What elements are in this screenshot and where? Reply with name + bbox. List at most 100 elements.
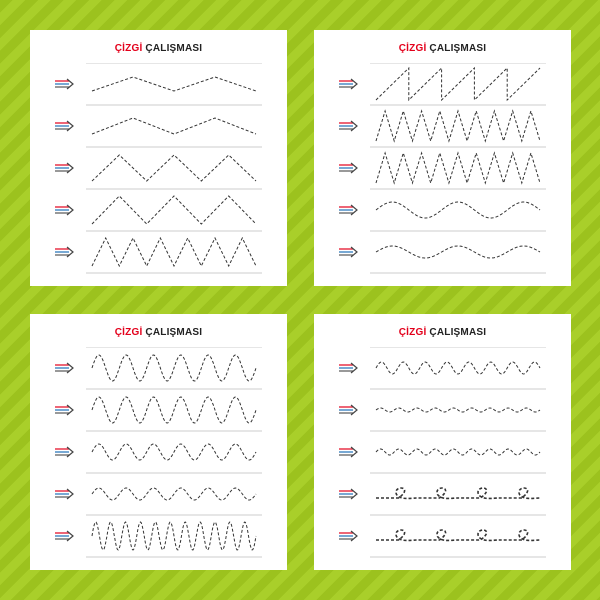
tracing-row: [30, 189, 287, 231]
tracing-band: [86, 389, 262, 431]
arrow-right-icon: [339, 204, 358, 216]
arrow-right-icon: [55, 362, 74, 374]
tracing-band: [86, 63, 262, 105]
arrow-right-icon: [339, 246, 358, 258]
tracing-row: [30, 347, 287, 389]
worksheet-3: ÇİZGİ ÇALIŞMASI: [30, 314, 287, 570]
tracing-row: [314, 557, 571, 570]
tracing-band: [86, 273, 262, 286]
dashed-tracing-line: [91, 521, 257, 551]
tracing-band: [86, 515, 262, 557]
arrow-right-icon: [55, 404, 74, 416]
dashed-tracing-line: [376, 529, 541, 542]
tracing-band: [370, 273, 546, 286]
arrow-right-icon: [339, 530, 358, 542]
tracing-band: [370, 473, 546, 515]
tracing-band: [370, 63, 546, 105]
tracing-band: [370, 557, 546, 570]
tracing-row: [314, 105, 571, 147]
tracing-row: [314, 431, 571, 473]
arrow-right-icon: [55, 488, 74, 500]
dashed-tracing-line: [370, 558, 546, 570]
tracing-band: [86, 231, 262, 273]
tracing-band: [370, 347, 546, 389]
tracing-row: [314, 515, 571, 557]
tracing-row: [30, 431, 287, 473]
arrow-right-icon: [339, 362, 358, 374]
arrow-right-icon: [55, 78, 74, 90]
tracing-row: [30, 273, 287, 286]
tracing-row: [30, 557, 287, 570]
dashed-tracing-line: [375, 201, 541, 219]
arrow-right-icon: [339, 120, 358, 132]
dashed-tracing-line: [91, 396, 257, 424]
arrow-right-icon: [55, 204, 74, 216]
dashed-tracing-line: [91, 354, 257, 382]
dashed-tracing-line: [375, 109, 541, 143]
dashed-tracing-line: [370, 274, 546, 286]
dashed-tracing-line: [375, 361, 541, 375]
tracing-band: [86, 189, 262, 231]
tracing-row: [314, 231, 571, 273]
tracing-row: [30, 231, 287, 273]
tracing-band: [370, 231, 546, 273]
arrow-right-icon: [339, 488, 358, 500]
arrow-right-icon: [55, 246, 74, 258]
tracing-band: [86, 557, 262, 570]
tracing-rows: [314, 347, 571, 570]
tracing-band: [370, 105, 546, 147]
tracing-band: [370, 389, 546, 431]
tracing-row: [30, 63, 287, 105]
tracing-row: [314, 347, 571, 389]
worksheet-2: ÇİZGİ ÇALIŞMASI: [314, 30, 571, 286]
dashed-tracing-line: [91, 236, 257, 268]
arrow-right-icon: [339, 404, 358, 416]
tracing-row: [314, 147, 571, 189]
dashed-tracing-line: [376, 487, 541, 500]
tracing-band: [86, 147, 262, 189]
tracing-band: [86, 347, 262, 389]
worksheet-title: ÇİZGİ ÇALIŞMASI: [114, 43, 203, 54]
tracing-band: [370, 515, 546, 557]
dashed-tracing-line: [375, 151, 541, 185]
tracing-band: [86, 105, 262, 147]
tracing-rows: [314, 63, 571, 286]
tracing-band: [370, 431, 546, 473]
tracing-row: [30, 389, 287, 431]
dashed-tracing-line: [86, 274, 262, 286]
dashed-tracing-line: [375, 66, 541, 102]
dashed-tracing-line: [91, 117, 257, 135]
tracing-rows: [30, 63, 287, 286]
tracing-band: [86, 431, 262, 473]
dashed-tracing-line: [86, 558, 262, 570]
arrow-right-icon: [55, 162, 74, 174]
arrow-right-icon: [55, 530, 74, 542]
tracing-row: [314, 389, 571, 431]
tracing-row: [314, 473, 571, 515]
worksheet-1: ÇİZGİ ÇALIŞMASI: [30, 30, 287, 286]
dashed-tracing-line: [91, 195, 257, 225]
tracing-band: [370, 189, 546, 231]
tracing-band: [86, 473, 262, 515]
tracing-row: [314, 273, 571, 286]
worksheet-title: ÇİZGİ ÇALIŞMASI: [114, 327, 203, 338]
tracing-row: [30, 147, 287, 189]
arrow-right-icon: [339, 78, 358, 90]
dashed-tracing-line: [375, 407, 541, 413]
arrow-right-icon: [55, 120, 74, 132]
arrow-right-icon: [339, 446, 358, 458]
dashed-tracing-line: [91, 487, 257, 501]
worksheet-title: ÇİZGİ ÇALIŞMASI: [398, 327, 487, 338]
worksheet-title: ÇİZGİ ÇALIŞMASI: [398, 43, 487, 54]
tracing-band: [370, 147, 546, 189]
tracing-row: [30, 473, 287, 515]
arrow-right-icon: [339, 162, 358, 174]
tracing-row: [30, 105, 287, 147]
dashed-tracing-line: [91, 443, 257, 461]
tracing-row: [314, 189, 571, 231]
dashed-tracing-line: [91, 154, 257, 182]
arrow-right-icon: [55, 446, 74, 458]
dashed-tracing-line: [375, 448, 541, 456]
tracing-row: [314, 63, 571, 105]
tracing-rows: [30, 347, 287, 570]
